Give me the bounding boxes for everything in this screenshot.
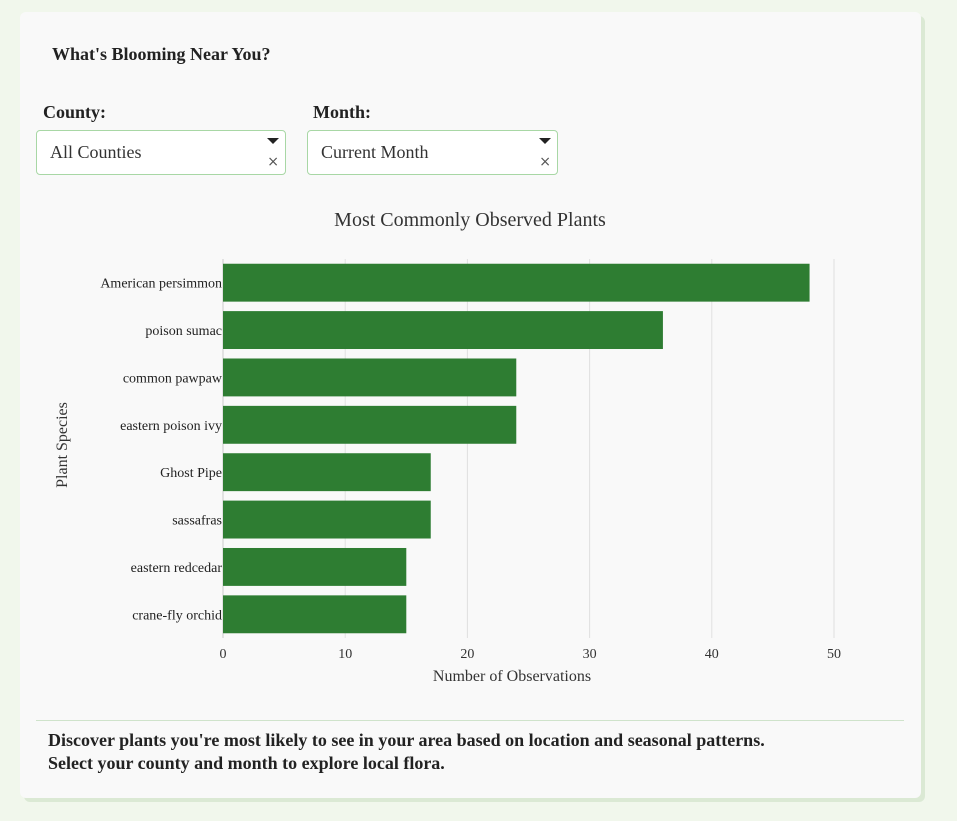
bar[interactable]	[223, 595, 407, 634]
month-label: Month:	[313, 102, 371, 122]
x-tick-label: 30	[583, 647, 597, 662]
y-tick-label: eastern redcedar	[131, 561, 223, 576]
bar[interactable]	[223, 311, 663, 350]
bars	[223, 263, 810, 634]
x-axis-label: Number of Observations	[433, 668, 591, 685]
footer-line-1: Discover plants you're most likely to se…	[48, 730, 765, 750]
y-tick-label: sassafras	[172, 514, 222, 529]
footer-description: Discover plants you're most likely to se…	[48, 729, 888, 775]
x-tick-label: 0	[220, 647, 227, 662]
x-tick-label: 40	[705, 647, 719, 662]
footer-line-2: Select your county and month to explore …	[48, 753, 445, 773]
page-title: What's Blooming Near You?	[52, 44, 271, 64]
y-axis-label: Plant Species	[54, 402, 71, 488]
y-tick-label: crane-fly orchid	[132, 608, 222, 623]
x-tick-labels: 0 10 20 30 40 50	[220, 647, 842, 662]
app-card: What's Blooming Near You? County: All Co…	[20, 12, 921, 798]
chevron-down-icon[interactable]	[267, 138, 279, 144]
county-dropdown[interactable]: All Counties ×	[36, 130, 286, 175]
x-tick-label: 20	[460, 647, 474, 662]
month-selected-value: Current Month	[321, 142, 429, 162]
y-tick-label: eastern poison ivy	[120, 419, 222, 434]
y-tick-labels: American persimmon poison sumac common paw…	[100, 277, 223, 624]
clear-county-icon[interactable]: ×	[267, 154, 279, 170]
clear-month-icon[interactable]: ×	[539, 154, 551, 170]
y-tick-label: poison sumac	[145, 324, 222, 339]
x-tick-label: 10	[338, 647, 352, 662]
chevron-down-icon[interactable]	[539, 138, 551, 144]
county-label: County:	[43, 102, 107, 122]
bar[interactable]	[223, 547, 407, 586]
month-dropdown[interactable]: Current Month ×	[307, 130, 558, 175]
y-tick-label: common pawpaw	[123, 371, 223, 386]
footer-divider	[36, 720, 904, 721]
y-tick-label: American persimmon	[100, 277, 222, 292]
bar[interactable]	[223, 453, 431, 492]
bar[interactable]	[223, 358, 517, 397]
county-selected-value: All Counties	[50, 142, 142, 162]
bar[interactable]	[223, 405, 517, 444]
chart-title: Most Commonly Observed Plants	[334, 209, 606, 231]
bar[interactable]	[223, 500, 431, 539]
bar[interactable]	[223, 263, 810, 302]
y-tick-label: Ghost Pipe	[160, 466, 222, 481]
bar-chart: Most Commonly Observed Plants American p…	[54, 209, 842, 685]
x-tick-label: 50	[827, 647, 841, 662]
